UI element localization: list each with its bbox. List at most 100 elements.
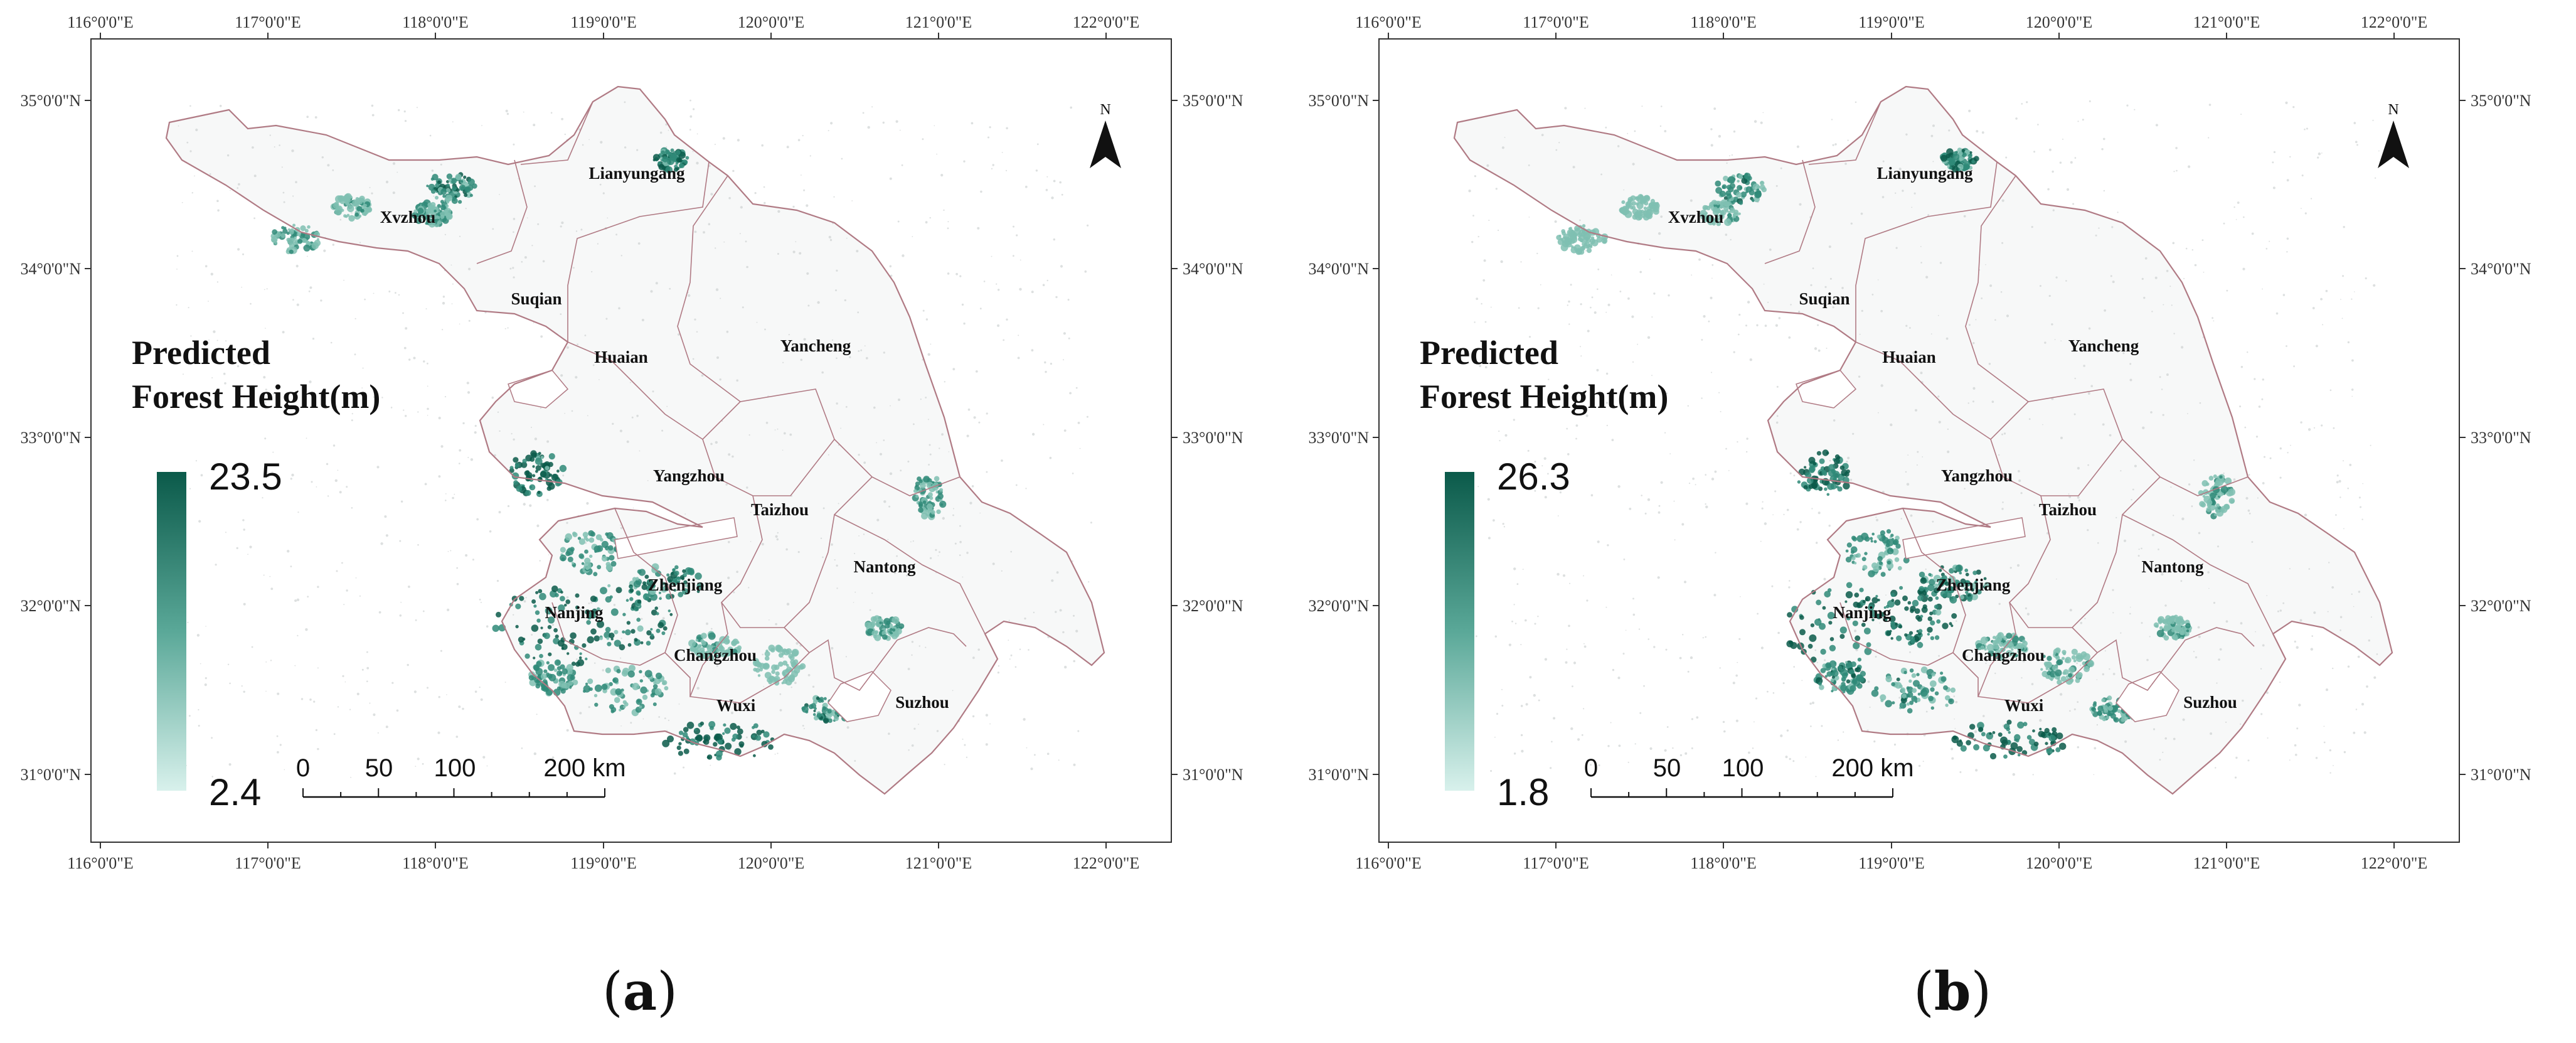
forest-patch [354, 212, 359, 217]
texture-dot [694, 318, 696, 321]
forest-patch [516, 486, 523, 492]
texture-dot [447, 608, 450, 612]
forest-patch [783, 674, 787, 678]
texture-dot [2304, 513, 2307, 516]
texture-dot [1540, 284, 1541, 286]
texture-dot [2087, 529, 2089, 532]
forest-patch [1871, 618, 1875, 621]
texture-dot [857, 564, 861, 567]
forest-patch [827, 709, 832, 714]
texture-dot [1627, 761, 1629, 763]
texture-dot [777, 428, 779, 430]
forest-patch [637, 625, 644, 632]
legend-title-line2: Forest Height(m) [132, 378, 380, 415]
texture-dot [2279, 476, 2282, 479]
texture-dot [534, 302, 535, 304]
texture-dot [1738, 638, 1741, 640]
city-label: Zhenjiang [648, 575, 723, 594]
forest-patch [1715, 180, 1722, 187]
city-label: Yangzhou [1941, 466, 2013, 485]
forest-patch [636, 590, 641, 596]
texture-dot [263, 574, 265, 576]
texture-dot [1757, 612, 1759, 615]
texture-dot [1643, 685, 1645, 687]
forest-patch [292, 223, 295, 227]
city-label: Lianyungang [1876, 164, 1973, 183]
forest-patch [514, 463, 519, 468]
texture-dot [1774, 490, 1777, 493]
texture-dot [1669, 453, 1671, 454]
texture-dot [864, 345, 866, 346]
texture-dot [652, 390, 654, 393]
texture-dot [1051, 196, 1054, 200]
texture-dot [553, 759, 555, 762]
texture-dot [2295, 754, 2297, 756]
lat-label-right: 33°0'0"N [1183, 429, 1243, 447]
forest-patch [2083, 653, 2090, 661]
texture-dot [1567, 453, 1570, 456]
texture-dot [1504, 137, 1506, 138]
texture-dot [1711, 478, 1715, 481]
forest-patch [612, 677, 619, 683]
texture-dot [928, 464, 930, 466]
city-label: Wuxi [2004, 696, 2044, 715]
texture-dot [973, 416, 976, 419]
forest-patch [1896, 677, 1900, 682]
texture-dot [1559, 491, 1562, 494]
forest-patch [1906, 702, 1910, 706]
texture-dot [1932, 161, 1934, 163]
forest-patch [1999, 648, 2004, 653]
forest-patch [1748, 190, 1755, 196]
texture-dot [1821, 725, 1823, 727]
forest-patch [297, 232, 301, 237]
forest-patch [337, 195, 344, 201]
forest-patch [2102, 717, 2107, 722]
forest-patch [710, 648, 713, 652]
forest-patch [2117, 709, 2121, 714]
texture-dot [398, 109, 400, 112]
texture-dot [2001, 242, 2004, 244]
texture-dot [1025, 488, 1027, 489]
city-label: Taizhou [751, 500, 809, 519]
texture-dot [779, 693, 782, 695]
forest-patch [1971, 582, 1978, 589]
texture-dot [243, 395, 245, 398]
forest-patch [601, 555, 608, 562]
texture-dot [2240, 366, 2243, 368]
texture-dot [979, 308, 982, 310]
texture-dot [2159, 759, 2161, 761]
texture-dot [1988, 363, 1991, 365]
texture-dot [1528, 164, 1530, 166]
forest-patch [1562, 231, 1566, 236]
texture-dot [2166, 373, 2169, 376]
lon-label-top: 117°0'0"E [235, 13, 301, 31]
forest-patch [776, 645, 782, 651]
texture-dot [210, 272, 213, 275]
texture-dot [2074, 377, 2076, 380]
forest-patch [1851, 556, 1856, 560]
texture-dot [2188, 165, 2191, 168]
texture-dot [1001, 570, 1003, 572]
forest-patch [1589, 245, 1593, 249]
texture-dot [2033, 504, 2035, 506]
texture-dot [327, 495, 329, 497]
texture-dot [1998, 454, 2000, 456]
texture-dot [2150, 411, 2153, 414]
texture-dot [1937, 314, 1939, 316]
forest-patch [302, 238, 307, 243]
forest-patch [775, 671, 780, 676]
texture-dot [2338, 479, 2341, 483]
forest-patch [2101, 698, 2105, 702]
texture-dot [2216, 682, 2218, 684]
texture-dot [620, 657, 622, 659]
texture-dot [1998, 469, 2001, 473]
texture-dot [707, 479, 710, 482]
texture-dot [238, 183, 240, 186]
texture-dot [1534, 461, 1536, 463]
forest-patch [2011, 651, 2015, 656]
texture-dot [1001, 152, 1003, 153]
forest-patch [1936, 619, 1941, 624]
forest-patch [290, 228, 294, 232]
forest-patch [530, 450, 537, 457]
texture-dot [1067, 299, 1070, 301]
